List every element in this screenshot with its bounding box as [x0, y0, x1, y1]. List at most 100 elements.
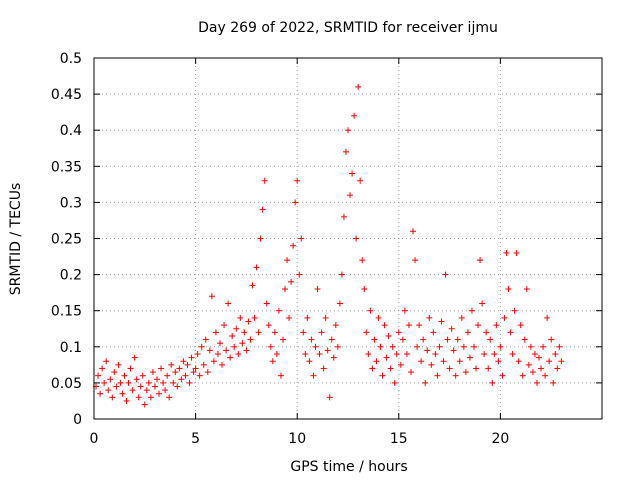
data-point — [239, 340, 246, 347]
data-point — [176, 365, 183, 372]
data-point — [491, 351, 498, 358]
data-point — [251, 314, 258, 321]
data-point — [544, 314, 551, 321]
data-point — [418, 358, 425, 365]
data-point — [558, 358, 565, 365]
data-point — [460, 343, 467, 350]
data-point — [511, 307, 518, 314]
data-point — [332, 322, 339, 329]
data-point — [97, 390, 104, 397]
data-point — [107, 376, 114, 383]
data-point — [105, 387, 112, 394]
data-point — [536, 354, 543, 361]
data-point — [101, 379, 108, 386]
data-point — [170, 379, 177, 386]
data-point — [229, 332, 236, 339]
data-point — [548, 336, 555, 343]
data-point — [320, 365, 327, 372]
data-point — [127, 365, 134, 372]
data-point — [407, 369, 414, 376]
data-point — [489, 379, 496, 386]
data-point — [452, 372, 459, 379]
data-point — [470, 343, 477, 350]
data-point — [468, 307, 475, 314]
data-point — [168, 361, 175, 368]
data-point — [519, 372, 526, 379]
data-point — [131, 354, 138, 361]
data-point — [257, 235, 264, 242]
data-point — [304, 314, 311, 321]
data-point — [184, 361, 191, 368]
data-point — [444, 336, 451, 343]
data-point — [385, 332, 392, 339]
data-point — [369, 365, 376, 372]
data-point — [347, 192, 354, 199]
data-point — [448, 325, 455, 332]
data-point — [462, 369, 469, 376]
data-point — [434, 372, 441, 379]
data-point — [450, 347, 457, 354]
data-point — [249, 282, 256, 289]
data-point — [269, 358, 276, 365]
data-point — [143, 387, 150, 394]
y-tick-label: 0.2 — [60, 268, 82, 284]
data-point — [267, 343, 274, 350]
y-tick-label: 0.1 — [60, 340, 82, 356]
data-point — [214, 351, 221, 358]
data-point — [387, 365, 394, 372]
data-point — [424, 347, 431, 354]
data-point — [188, 354, 195, 361]
data-point — [316, 351, 323, 358]
data-point — [286, 314, 293, 321]
data-point — [145, 379, 152, 386]
data-point — [103, 358, 110, 365]
data-point — [538, 365, 545, 372]
data-point — [525, 361, 532, 368]
data-point — [245, 318, 252, 325]
data-point — [255, 329, 262, 336]
data-point — [111, 369, 118, 376]
data-point — [190, 369, 197, 376]
data-point — [277, 372, 284, 379]
data-point — [389, 343, 396, 350]
data-point — [294, 177, 301, 184]
x-axis-ticks: 0 5 10 15 20 — [90, 58, 509, 447]
data-point — [458, 314, 465, 321]
data-point — [383, 354, 390, 361]
data-point — [221, 322, 228, 329]
data-point — [247, 336, 254, 343]
y-tick-label: 0.05 — [51, 376, 82, 392]
data-point — [410, 228, 417, 235]
data-point — [436, 343, 443, 350]
data-point — [531, 351, 538, 358]
data-point — [349, 170, 356, 177]
data-point — [517, 322, 524, 329]
data-point — [180, 358, 187, 365]
data-point — [324, 347, 331, 354]
data-point — [208, 293, 215, 300]
data-point — [481, 351, 488, 358]
data-point — [312, 343, 319, 350]
data-point — [334, 343, 341, 350]
data-point — [379, 372, 386, 379]
data-point — [401, 307, 408, 314]
data-point — [540, 343, 547, 350]
y-tick-label: 0 — [73, 412, 82, 428]
data-point — [322, 314, 329, 321]
data-point — [204, 369, 211, 376]
data-point — [399, 336, 406, 343]
data-point — [296, 271, 303, 278]
data-point — [192, 365, 199, 372]
data-point — [426, 314, 433, 321]
y-tick-label: 0.35 — [51, 159, 82, 175]
data-point — [109, 394, 116, 401]
data-point — [95, 372, 102, 379]
data-point — [210, 358, 217, 365]
data-point — [135, 394, 142, 401]
data-point — [442, 271, 449, 278]
data-point — [279, 336, 286, 343]
data-point — [151, 383, 158, 390]
data-point — [119, 390, 126, 397]
data-point — [196, 372, 203, 379]
data-point — [288, 278, 295, 285]
